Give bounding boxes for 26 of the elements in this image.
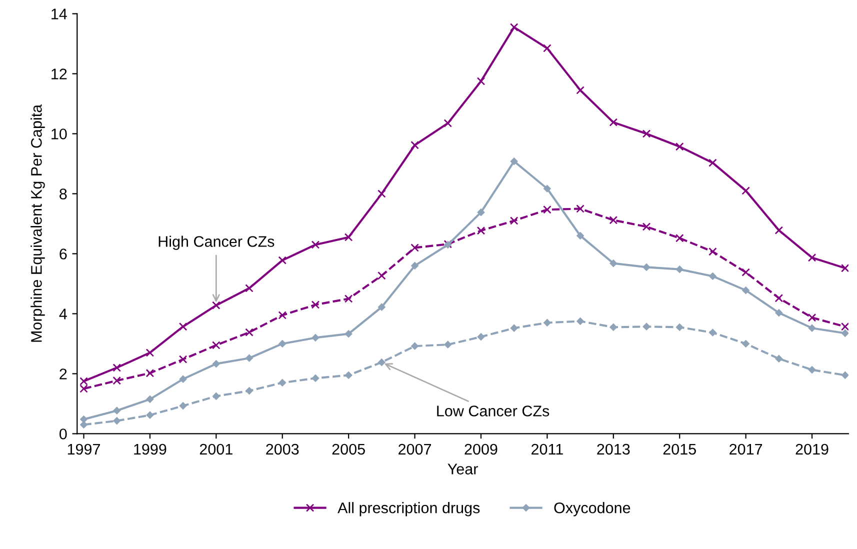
y-tick-label: 8 xyxy=(60,188,67,200)
y-tick-label: 10 xyxy=(52,128,67,140)
annotation: Low Cancer CZs xyxy=(437,406,550,416)
x-tick-label: 2019 xyxy=(796,444,828,455)
y-tick-label: 6 xyxy=(60,248,67,260)
y-tick-label: 2 xyxy=(60,368,67,380)
x-tick-label: 2007 xyxy=(398,444,432,455)
y-tick-label: 0 xyxy=(60,428,67,440)
legend-label: Oxycodone xyxy=(554,502,630,516)
x-tick-label: 2017 xyxy=(730,444,762,455)
y-axis-title: Morphine Equivalent Kg Per Capita xyxy=(30,104,45,342)
x-tick-label: 2005 xyxy=(332,444,365,455)
x-tick-label: 2013 xyxy=(597,444,630,455)
x-tick-label: 2009 xyxy=(464,444,498,455)
x-tick-label: 2001 xyxy=(200,444,232,455)
y-tick-label: 14 xyxy=(52,8,67,20)
x-tick-label: 2011 xyxy=(532,444,563,455)
y-tick-label: 12 xyxy=(52,68,67,80)
x-tick-label: 2003 xyxy=(266,444,299,455)
y-tick-label: 4 xyxy=(59,308,67,320)
x-axis-title: Year xyxy=(448,464,478,474)
annotation: High Cancer CZs xyxy=(158,236,274,250)
x-tick-label: 1999 xyxy=(134,444,166,455)
x-tick-label: 2015 xyxy=(663,444,696,455)
legend-label: All prescription drugs xyxy=(338,502,480,516)
x-tick-label: 1997 xyxy=(68,444,100,455)
